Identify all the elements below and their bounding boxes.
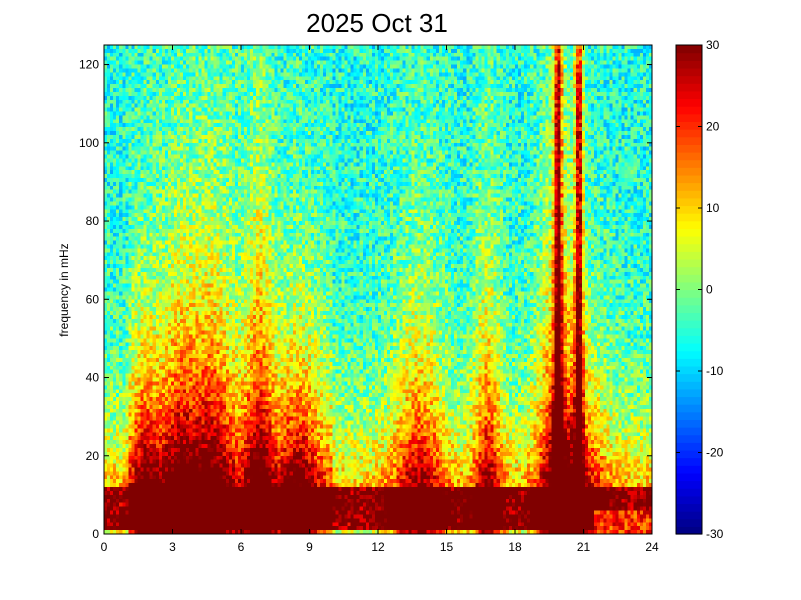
x-tick-label: 18 xyxy=(508,540,522,554)
x-tick-label: 3 xyxy=(169,540,176,554)
colorbar-segment xyxy=(676,411,702,420)
colorbar-segment xyxy=(676,60,702,69)
colorbar-segment xyxy=(676,419,702,428)
colorbar-segment xyxy=(676,503,702,512)
colorbar-segment xyxy=(676,67,702,77)
colorbar-segment xyxy=(676,236,702,245)
colorbar-segment xyxy=(676,45,702,54)
x-tick-label: 9 xyxy=(306,540,313,554)
colorbar-segment xyxy=(676,526,702,535)
y-tick-label: 60 xyxy=(86,292,100,306)
y-tick-label: 120 xyxy=(79,58,99,72)
colorbar-segment xyxy=(676,327,702,336)
colorbar-segment xyxy=(676,518,702,527)
colorbar-segment xyxy=(676,358,702,367)
colorbar-segment xyxy=(676,258,702,268)
colorbar-segment xyxy=(676,304,702,314)
colorbar-segment xyxy=(676,251,702,260)
colorbar-segment xyxy=(676,465,702,474)
x-tick-label: 0 xyxy=(101,540,108,554)
x-tick-label: 15 xyxy=(440,540,454,554)
colorbar-segment xyxy=(676,457,702,466)
colorbar-segment xyxy=(676,320,702,329)
colorbar-segment xyxy=(676,167,702,176)
colorbar-segment xyxy=(676,90,702,100)
y-axis: 0 20 40 60 80 100 120 xyxy=(79,58,652,541)
colorbar-segment xyxy=(676,197,702,207)
colorbar-segment xyxy=(676,159,702,168)
heatmap-cells xyxy=(104,45,652,534)
colorbar-segment xyxy=(676,404,702,413)
y-tick-label: 80 xyxy=(86,214,100,228)
colorbar-segment xyxy=(676,190,702,199)
colorbar-segment xyxy=(676,228,702,237)
y-tick-label: 20 xyxy=(86,449,100,463)
colorbar-segment xyxy=(676,213,702,222)
y-tick-label: 40 xyxy=(86,371,100,385)
colorbar-segment xyxy=(676,335,702,344)
colorbar-tick-label: -30 xyxy=(706,527,724,541)
colorbar-segment xyxy=(676,83,702,92)
colorbar-segment xyxy=(676,174,702,184)
colorbar-axis: -30 -20 -10 0 10 20 30 xyxy=(676,38,724,541)
colorbar-tick-label: 30 xyxy=(706,38,720,52)
colorbar-segment xyxy=(676,98,702,107)
colorbar-tick-label: 0 xyxy=(706,283,713,297)
colorbar-segment xyxy=(676,488,702,497)
colorbar-segment xyxy=(676,281,702,291)
x-tick-label: 12 xyxy=(371,540,385,554)
colorbar-segment xyxy=(676,312,702,321)
colorbar-segment xyxy=(676,442,702,451)
y-tick-label: 100 xyxy=(79,136,99,150)
colorbar-segment xyxy=(676,182,702,191)
colorbar-segment xyxy=(676,289,702,298)
colorbar-segment xyxy=(676,342,702,352)
colorbar-tick-label: -10 xyxy=(706,364,724,378)
x-tick-label: 6 xyxy=(238,540,245,554)
colorbar-segment xyxy=(676,472,702,482)
y-tick-label: 0 xyxy=(92,527,99,541)
colorbar-segment xyxy=(676,396,702,405)
colorbar-segment xyxy=(676,266,702,275)
colorbar-segment xyxy=(676,144,702,153)
colorbar-segment xyxy=(676,365,702,375)
x-tick-label: 24 xyxy=(645,540,659,554)
colorbar-segment xyxy=(676,113,702,123)
colorbar-segment xyxy=(676,449,702,459)
colorbar-segment xyxy=(676,373,702,382)
colorbar-segment xyxy=(676,297,702,306)
colorbar-segment xyxy=(676,129,702,138)
colorbar-segment xyxy=(676,75,702,84)
colorbar-segment xyxy=(676,480,702,489)
colorbar-segment xyxy=(676,151,702,161)
colorbar-segment xyxy=(676,495,702,505)
colorbar-segment xyxy=(676,427,702,436)
x-tick-label: 21 xyxy=(577,540,591,554)
colorbar-tick-label: -20 xyxy=(706,446,724,460)
colorbar-tick-label: 20 xyxy=(706,120,720,134)
colorbar-segment xyxy=(676,274,702,283)
colorbar-segment xyxy=(676,106,702,115)
colorbar-segment xyxy=(676,220,702,229)
colorbar-segment xyxy=(676,511,702,520)
colorbar-segment xyxy=(676,136,702,145)
colorbar-segment xyxy=(676,121,702,130)
colorbar-segment xyxy=(676,434,702,443)
spectrogram-heatmap xyxy=(104,45,652,534)
colorbar-segment xyxy=(676,350,702,359)
colorbar-segment xyxy=(676,243,702,252)
colorbar xyxy=(675,44,703,535)
colorbar-segment xyxy=(676,52,702,61)
colorbar-segment xyxy=(676,381,702,390)
chart-title: 2025 Oct 31 xyxy=(306,8,448,38)
colorbar-segment xyxy=(676,205,702,214)
colorbar-tick-label: 10 xyxy=(706,201,720,215)
y-axis-label: frequency in mHz xyxy=(57,243,71,336)
x-axis: 0 3 6 9 12 15 18 21 24 xyxy=(101,45,659,554)
colorbar-segment xyxy=(676,388,702,398)
